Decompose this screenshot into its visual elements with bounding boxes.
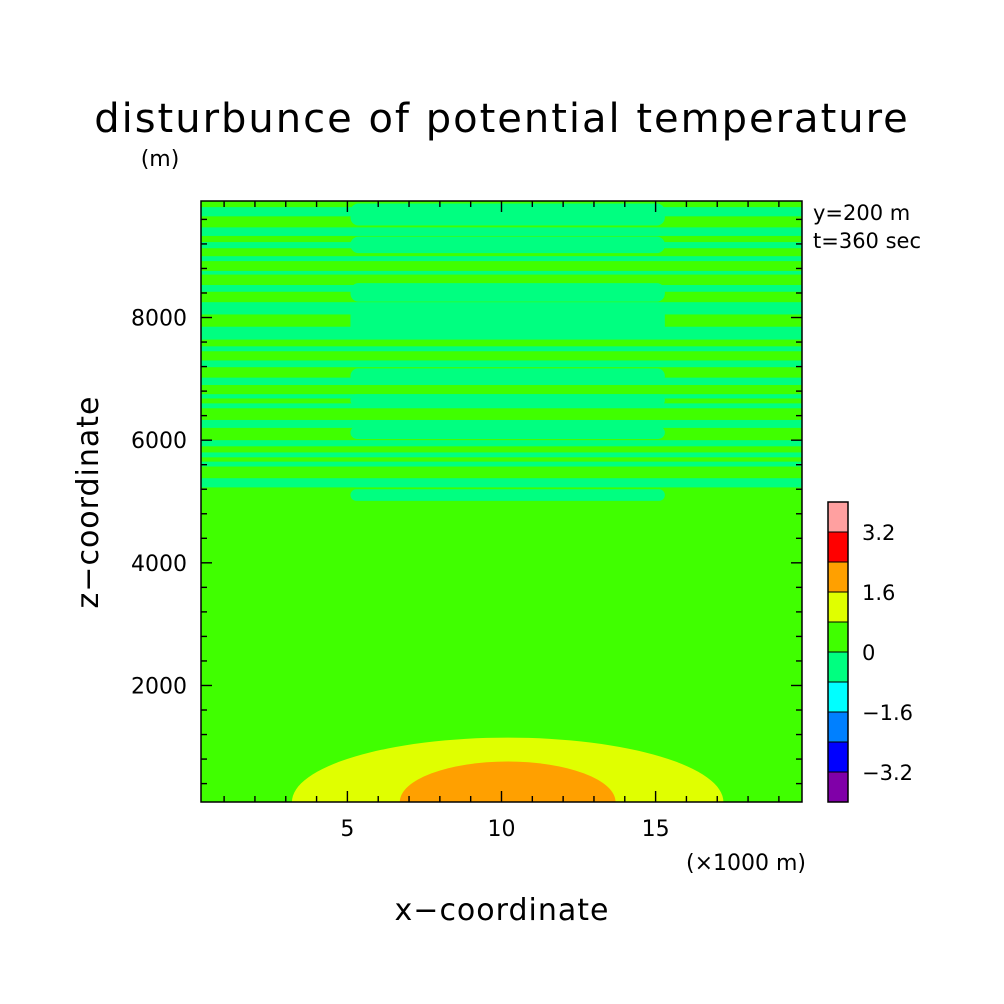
- colorbar-segment: [827, 621, 849, 653]
- colorbar-segment: [827, 741, 849, 773]
- contour-band-9: [201, 360, 802, 368]
- contour-band-14: [201, 440, 802, 447]
- contour-inner-band-6: [350, 426, 665, 439]
- colorbar-label: 0: [862, 641, 875, 665]
- colorbar-segment: [827, 711, 849, 743]
- contour-band-8: [201, 346, 802, 352]
- contour-regions: [201, 203, 802, 802]
- colorbar-segment: [827, 771, 849, 803]
- chart-title: disturbunce of potential temperature: [94, 96, 910, 142]
- contour-inner-band-1: [350, 236, 665, 254]
- contour-region-1: [399, 761, 616, 802]
- contour-band-16: [201, 461, 802, 467]
- contour-inner-band-0: [350, 203, 665, 226]
- colorbar-segment: [827, 501, 849, 533]
- colorbar-label: −1.6: [862, 701, 913, 725]
- colorbar-segment: [827, 651, 849, 683]
- contour-band-13: [201, 419, 802, 428]
- colorbar-label: 3.2: [862, 521, 895, 545]
- plot-area: 5 10 15 2000 4000 6000 8000: [131, 200, 803, 842]
- y-tick-label: 6000: [131, 429, 187, 454]
- contour-band-3: [201, 256, 802, 262]
- colorbar-label: 1.6: [862, 581, 895, 605]
- contour-inner-band-3: [350, 305, 665, 336]
- contour-band-4: [201, 270, 802, 275]
- colorbar: −3.2 −1.6 0 1.6 3.2: [827, 501, 913, 803]
- annotation-y: y=200 m: [813, 201, 910, 225]
- annotation-t: t=360 sec: [813, 229, 921, 253]
- x-tick-label: 10: [488, 817, 516, 842]
- colorbar-segment: [827, 561, 849, 593]
- contour-inner-band-2: [350, 283, 665, 302]
- contour-inner-band-7: [350, 489, 665, 501]
- y-axis-label: z−coordinate: [71, 396, 106, 609]
- contour-band-15: [201, 452, 802, 458]
- contour-inner-band-4: [350, 368, 665, 384]
- colorbar-segment: [827, 681, 849, 713]
- colorbar-label: −3.2: [862, 761, 913, 785]
- x-tick-label: 15: [642, 817, 670, 842]
- contour-band-17: [201, 478, 802, 488]
- colorbar-segment: [827, 531, 849, 563]
- x-axis-label: x−coordinate: [395, 893, 610, 928]
- contour-inner-band-5: [350, 394, 665, 407]
- y-tick-label: 8000: [131, 307, 187, 332]
- axis-ticks: 5 10 15 2000 4000 6000 8000: [131, 201, 802, 842]
- y-unit-label: (m): [141, 147, 180, 172]
- y-tick-label: 4000: [131, 552, 187, 577]
- colorbar-segment: [827, 591, 849, 623]
- x-unit-label: (×1000 m): [686, 851, 806, 876]
- x-tick-label: 5: [340, 817, 354, 842]
- contour-band-1: [201, 227, 802, 236]
- y-tick-label: 2000: [131, 674, 187, 699]
- colorbar-frame: [827, 501, 849, 803]
